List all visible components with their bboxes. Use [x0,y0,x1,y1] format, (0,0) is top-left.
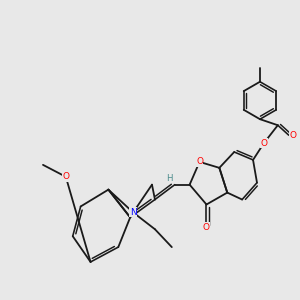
Text: O: O [203,223,210,232]
Text: O: O [196,158,203,166]
Text: N: N [130,208,136,217]
Text: O: O [62,172,69,181]
Text: O: O [260,139,267,148]
Text: O: O [290,130,297,140]
Text: H: H [166,174,173,183]
